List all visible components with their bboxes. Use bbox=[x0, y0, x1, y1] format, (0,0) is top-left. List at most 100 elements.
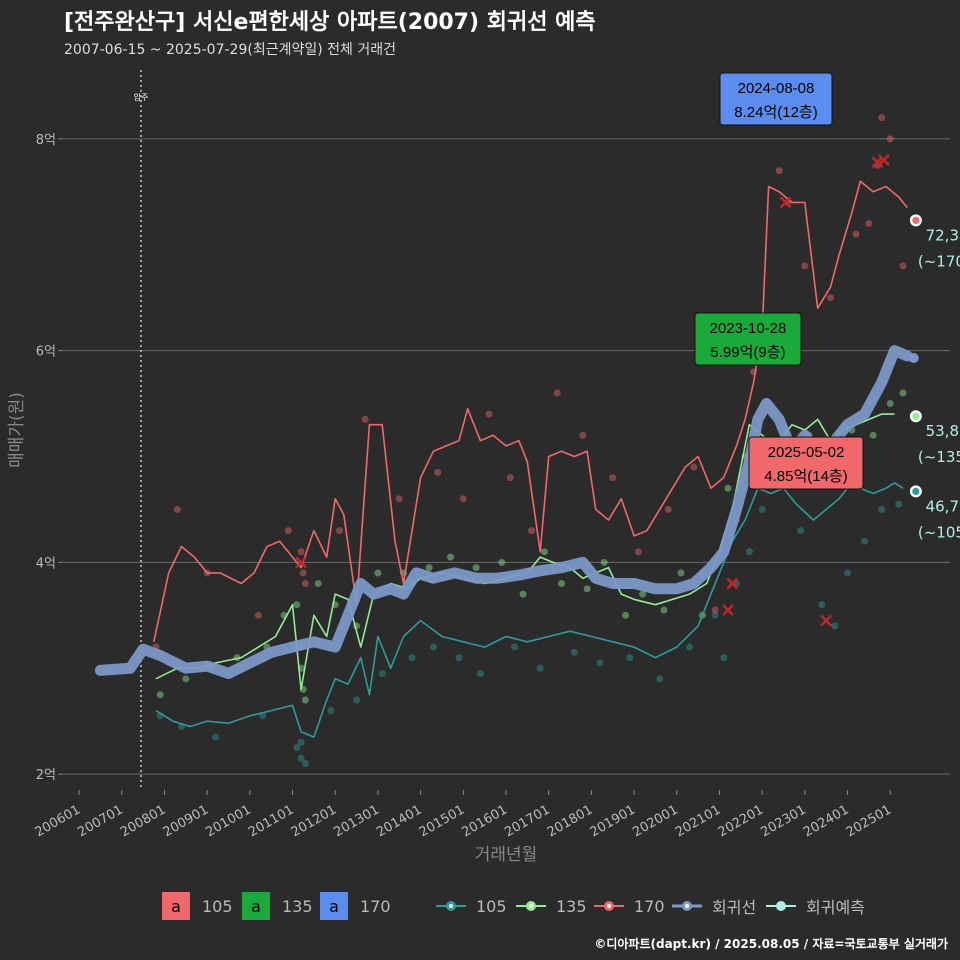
scatter-point-135 bbox=[639, 590, 647, 598]
legend: a 105 a 135 a 170 105 135 170 회귀선 회귀예측 bbox=[0, 892, 960, 922]
scatter-point-170 bbox=[528, 527, 536, 535]
scatter-point-135 bbox=[374, 569, 382, 577]
scatter-point-105 bbox=[818, 601, 826, 609]
scatter-point-105 bbox=[686, 643, 694, 651]
scatter-point-135 bbox=[899, 389, 907, 397]
scatter-point-105 bbox=[745, 548, 753, 556]
legend-line-swatch bbox=[594, 901, 624, 911]
forecast-value-170: 72,333 bbox=[926, 226, 960, 244]
scatter-point-105 bbox=[301, 760, 309, 768]
legend-line-label: 회귀선 bbox=[712, 898, 757, 917]
scatter-point-105 bbox=[297, 738, 305, 746]
legend-line-swatch bbox=[766, 901, 796, 911]
x-tick-label: 201301 bbox=[331, 802, 381, 840]
scatter-point-105 bbox=[720, 654, 728, 662]
legend-line-135: 135 bbox=[516, 892, 587, 920]
scatter-point-170 bbox=[865, 220, 873, 228]
chart-subtitle: 2007-06-15 ~ 2025-07-29(최근계약일) 전체 거래건 bbox=[64, 42, 396, 58]
scatter-point-170 bbox=[553, 389, 561, 397]
scatter-point-135 bbox=[472, 564, 480, 572]
x-axis-label: 거래년월 bbox=[475, 845, 538, 865]
series-line-170 bbox=[153, 180, 908, 642]
scatter-point-105 bbox=[711, 611, 719, 619]
legend-line-label: 105 bbox=[476, 896, 507, 916]
scatter-point-135 bbox=[724, 484, 732, 492]
scatter-point-105 bbox=[455, 654, 463, 662]
highlight-x-mark bbox=[779, 196, 792, 209]
legend-line-swatch bbox=[516, 901, 546, 911]
scatter-point-170 bbox=[878, 114, 886, 122]
regression-path bbox=[94, 345, 913, 679]
scatter-point-135 bbox=[182, 675, 190, 683]
annotations: 2024-08-08 8.24억(12층) 2023-10-28 5.99억(9층) 2… bbox=[694, 72, 864, 490]
legend-line-label: 135 bbox=[556, 896, 587, 916]
scatter-point-170 bbox=[459, 495, 467, 503]
legend-line-label: 회귀예측 bbox=[806, 898, 865, 917]
forecast-area-170: (~170㎡) bbox=[918, 252, 960, 270]
x-tick-label: 201801 bbox=[545, 802, 595, 840]
annotation-box bbox=[719, 72, 833, 126]
x-tick-label: 200801 bbox=[118, 802, 168, 840]
scatter-point-170 bbox=[664, 505, 672, 513]
x-tick-label: 202301 bbox=[758, 802, 808, 840]
scatter-point-135 bbox=[600, 558, 608, 566]
chart-canvas: 입주 2억 4억 6억 8억 20060120070120080120090120100… bbox=[7, 70, 960, 865]
scatter-point-170 bbox=[634, 548, 642, 556]
legend-line-105: 105 bbox=[436, 892, 507, 920]
legend-line-swatch bbox=[672, 901, 702, 911]
x-tick-label: 202201 bbox=[716, 802, 766, 840]
scatter-point-105 bbox=[476, 670, 484, 678]
highlight-x-mark bbox=[295, 556, 307, 569]
scatter-point-135 bbox=[622, 611, 630, 619]
credit-text: ©디아파트(dapt.kr) / 2025.08.05 / 자료=국토교통부 실… bbox=[594, 937, 948, 951]
x-tick-label: 201201 bbox=[289, 802, 339, 840]
scatter-point-105 bbox=[293, 744, 301, 752]
scatter-point-135 bbox=[498, 558, 506, 566]
legend-box-170: a 170 bbox=[320, 892, 391, 920]
scatter-point-170 bbox=[899, 262, 907, 270]
scatter-point-135 bbox=[886, 400, 894, 408]
x-tick-label: 202001 bbox=[630, 802, 680, 840]
legend-box-label: 170 bbox=[360, 896, 391, 916]
x-tick-label: 200601 bbox=[33, 802, 83, 840]
highlight-x-mark bbox=[726, 577, 739, 590]
scatter-point-170 bbox=[711, 606, 719, 614]
scatter-point-105 bbox=[297, 754, 305, 762]
annotation-price: 4.85억(14층) bbox=[764, 468, 847, 485]
scatter-point-105 bbox=[212, 733, 220, 741]
x-tick-label: 201401 bbox=[374, 802, 424, 840]
scatter-point-105 bbox=[596, 659, 604, 667]
scatter-point-135 bbox=[540, 548, 548, 556]
scatter-point-170 bbox=[506, 474, 514, 482]
scatter-point-170 bbox=[690, 463, 698, 471]
highlight-x-mark bbox=[871, 156, 884, 169]
scatter-point-170 bbox=[301, 580, 309, 588]
x-tick-label: 201501 bbox=[417, 802, 467, 840]
legend-box-swatch: a bbox=[320, 892, 348, 920]
legend-line-170: 170 bbox=[594, 892, 665, 920]
scatter-point-135 bbox=[447, 553, 454, 561]
forecast-area-105: (~105㎡) bbox=[918, 523, 960, 541]
annotation-date: 2023-10-28 bbox=[710, 320, 787, 337]
scatter-point-105 bbox=[878, 505, 886, 513]
annotation-box bbox=[748, 436, 864, 490]
scatter-point-135 bbox=[869, 431, 877, 439]
scatter-point-105 bbox=[758, 505, 766, 513]
scatter-point-135 bbox=[425, 564, 433, 572]
y-tick-label: 4억 bbox=[36, 556, 56, 571]
legend-line-forecast: 회귀예측 bbox=[766, 892, 865, 920]
y-tick-label: 8억 bbox=[36, 133, 56, 148]
scatter-point-170 bbox=[886, 135, 894, 143]
legend-line-regression: 회귀선 bbox=[672, 892, 756, 920]
scatter-point-105 bbox=[511, 643, 519, 651]
forecast-point-core-135 bbox=[912, 412, 920, 420]
y-tick-label: 6억 bbox=[36, 345, 56, 360]
legend-box-swatch: a bbox=[162, 892, 190, 920]
chart-title: [전주완산구] 서신e편한세상 아파트(2007) 회귀선 예측 bbox=[64, 10, 596, 35]
highlight-x-mark bbox=[877, 154, 890, 166]
forecast-area-135: (~135㎡) bbox=[918, 448, 960, 466]
scatter-point-135 bbox=[558, 580, 565, 588]
scatter-point-105 bbox=[378, 670, 386, 678]
scatter-point-170 bbox=[336, 527, 343, 535]
scatter-point-105 bbox=[861, 537, 869, 545]
